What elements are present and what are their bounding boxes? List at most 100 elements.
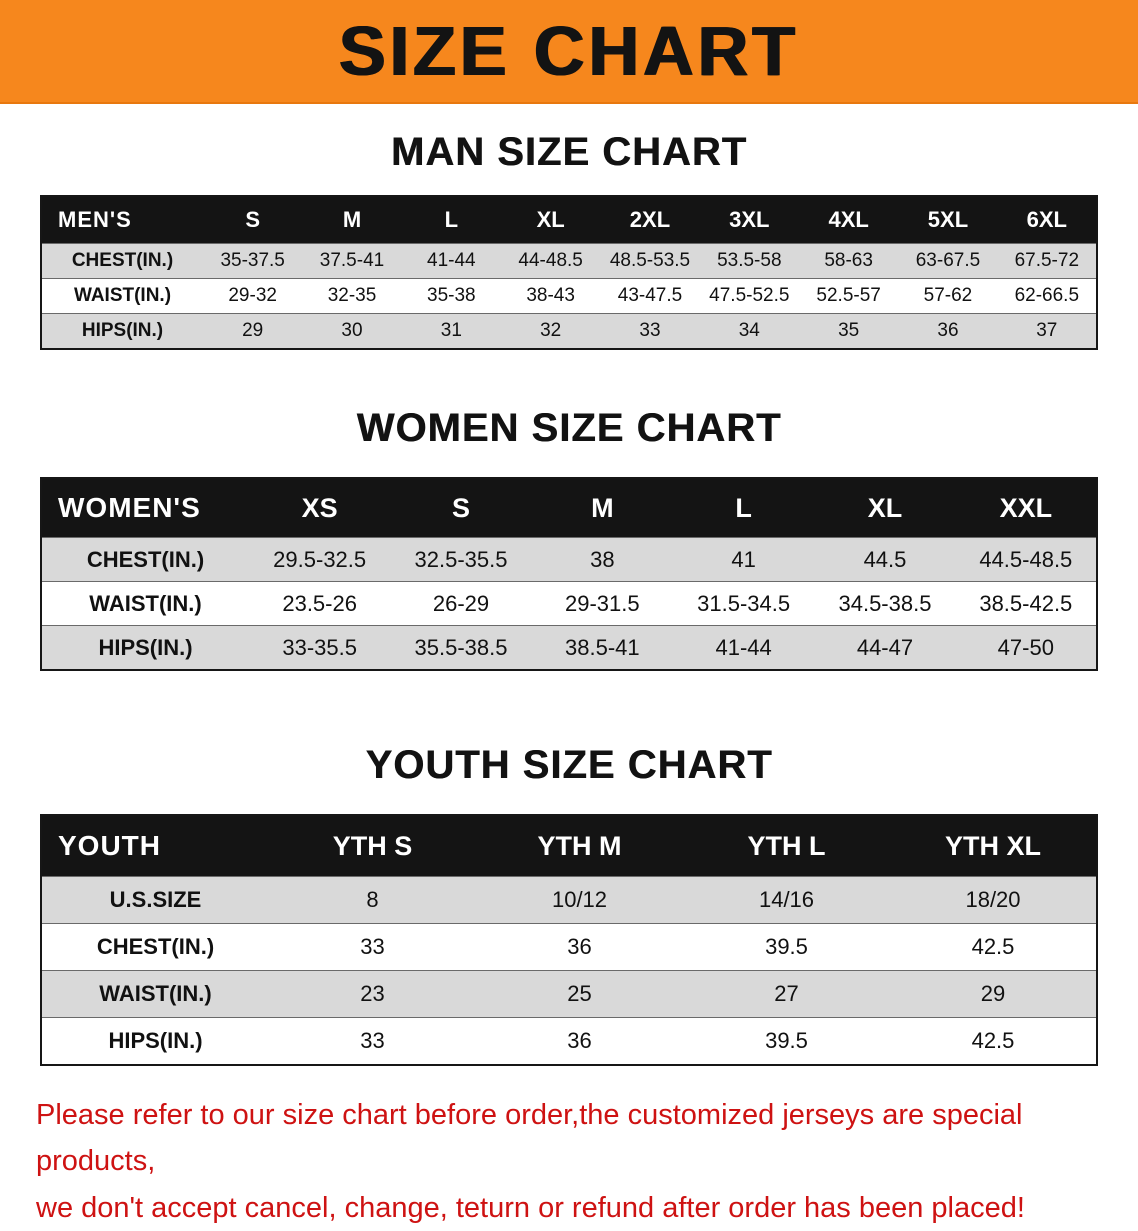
- table-cell: 37.5-41: [302, 243, 402, 279]
- table-cell: 23.5-26: [249, 581, 391, 626]
- column-header: YTH M: [476, 815, 683, 877]
- page-title: SIZE CHART: [339, 12, 799, 90]
- women-size-table: WOMEN'S XS S M L XL XXL CHEST(IN.) 29.5-32.5 32.5…: [40, 477, 1098, 671]
- column-header: YTH L: [683, 815, 890, 877]
- row-label: CHEST(IN.): [41, 923, 269, 971]
- table-cell: 41: [672, 537, 815, 582]
- men-chart-heading: MAN SIZE CHART: [390, 130, 748, 174]
- column-header: L: [401, 196, 501, 244]
- women-chart-heading: WOMEN SIZE CHART: [356, 406, 782, 450]
- table-cell: 31: [401, 313, 501, 349]
- row-label: HIPS(IN.): [41, 313, 203, 349]
- table-cell: 36: [476, 923, 683, 971]
- row-label: U.S.SIZE: [41, 876, 269, 924]
- column-header: S: [203, 196, 303, 244]
- table-cell: 35.5-38.5: [390, 625, 532, 670]
- table-cell: 32-35: [302, 278, 402, 314]
- column-header: YTH S: [269, 815, 476, 877]
- column-header: M: [302, 196, 402, 244]
- footer-disclaimer-line1: Please refer to our size chart before or…: [36, 1099, 1023, 1178]
- table-cell: 34: [699, 313, 799, 349]
- header-row: YOUTH YTH S YTH M YTH L YTH XL: [41, 815, 1097, 877]
- table-row: WAIST(IN.) 29-32 32-35 35-38 38-43 43-47.5 47.…: [41, 278, 1097, 314]
- row-label: CHEST(IN.): [41, 537, 249, 582]
- table-cell: 8: [269, 876, 476, 924]
- table-row: CHEST(IN.) 35-37.5 37.5-41 41-44 44-48.5 48.5…: [41, 243, 1097, 279]
- table-cell: 34.5-38.5: [814, 581, 956, 626]
- table-cell: 14/16: [683, 876, 890, 924]
- table-cell: 41-44: [672, 625, 815, 670]
- table-cell: 29-31.5: [531, 581, 673, 626]
- table-cell: 33-35.5: [249, 625, 391, 670]
- table-cell: 43-47.5: [600, 278, 700, 314]
- table-cell: 38.5-41: [531, 625, 673, 670]
- table-cell: 33: [269, 1017, 476, 1065]
- column-header: 4XL: [798, 196, 899, 244]
- table-row: WAIST(IN.) 23 25 27 29: [41, 970, 1097, 1018]
- row-label: HIPS(IN.): [41, 625, 249, 670]
- row-label: WAIST(IN.): [41, 278, 203, 314]
- table-cell: 67.5-72: [997, 243, 1097, 279]
- table-cell: 48.5-53.5: [600, 243, 700, 279]
- column-header: XXL: [955, 478, 1097, 538]
- table-cell: 25: [476, 970, 683, 1018]
- table-cell: 57-62: [898, 278, 998, 314]
- table-cell: 62-66.5: [997, 278, 1097, 314]
- row-label: HIPS(IN.): [41, 1017, 269, 1065]
- table-cell: 44.5: [814, 537, 956, 582]
- table-cell: 44.5-48.5: [955, 537, 1097, 582]
- column-header: S: [390, 478, 532, 538]
- table-cell: 30: [302, 313, 402, 349]
- table-cell: 31.5-34.5: [672, 581, 815, 626]
- column-header: 6XL: [997, 196, 1097, 244]
- table-row: CHEST(IN.) 29.5-32.5 32.5-35.5 38 41 44.5 44.5…: [41, 537, 1097, 582]
- table-cell: 29: [203, 313, 303, 349]
- table-corner-label: MEN'S: [41, 196, 203, 244]
- row-label: WAIST(IN.): [41, 970, 269, 1018]
- table-row: U.S.SIZE 8 10/12 14/16 18/20: [41, 876, 1097, 924]
- table-cell: 23: [269, 970, 476, 1018]
- youth-chart-heading: YOUTH SIZE CHART: [365, 743, 773, 787]
- column-header: L: [672, 478, 815, 538]
- table-corner-label: WOMEN'S: [41, 478, 249, 538]
- youth-size-table: YOUTH YTH S YTH M YTH L YTH XL U.S.SIZE 8 10/12…: [40, 814, 1098, 1066]
- header-row: MEN'S S M L XL 2XL 3XL 4XL 5XL 6XL: [41, 196, 1097, 244]
- table-cell: 36: [898, 313, 998, 349]
- table-cell: 39.5: [683, 1017, 890, 1065]
- table-cell: 35-38: [401, 278, 501, 314]
- table-cell: 52.5-57: [798, 278, 899, 314]
- table-cell: 18/20: [890, 876, 1097, 924]
- table-cell: 35: [798, 313, 899, 349]
- table-cell: 47.5-52.5: [699, 278, 799, 314]
- table-cell: 41-44: [401, 243, 501, 279]
- men-size-table: MEN'S S M L XL 2XL 3XL 4XL 5XL 6XL CHEST(IN.) 35-37…: [40, 195, 1098, 350]
- table-cell: 39.5: [683, 923, 890, 971]
- column-header: 2XL: [600, 196, 700, 244]
- table-row: HIPS(IN.) 33-35.5 35.5-38.5 38.5-41 41-44 44-…: [41, 625, 1097, 670]
- table-cell: 32.5-35.5: [390, 537, 532, 582]
- table-cell: 26-29: [390, 581, 532, 626]
- table-cell: 47-50: [955, 625, 1097, 670]
- table-cell: 37: [997, 313, 1097, 349]
- table-cell: 63-67.5: [898, 243, 998, 279]
- table-row: HIPS(IN.) 33 36 39.5 42.5: [41, 1017, 1097, 1065]
- table-cell: 44-48.5: [500, 243, 601, 279]
- column-header: 3XL: [699, 196, 799, 244]
- table-row: WAIST(IN.) 23.5-26 26-29 29-31.5 31.5-34.5 34…: [41, 581, 1097, 626]
- table-cell: 35-37.5: [203, 243, 303, 279]
- table-cell: 42.5: [890, 1017, 1097, 1065]
- column-header: XL: [500, 196, 601, 244]
- table-cell: 38: [531, 537, 673, 582]
- footer-disclaimer-line2: we don't accept cancel, change, teturn o…: [36, 1191, 1025, 1224]
- table-cell: 10/12: [476, 876, 683, 924]
- size-chart-banner: SIZE CHART: [0, 0, 1138, 104]
- table-row: HIPS(IN.) 29 30 31 32 33 34 35 36 37: [41, 313, 1097, 349]
- column-header: XS: [249, 478, 391, 538]
- table-cell: 29-32: [203, 278, 303, 314]
- table-cell: 44-47: [814, 625, 956, 670]
- column-header: YTH XL: [890, 815, 1097, 877]
- table-row: CHEST(IN.) 33 36 39.5 42.5: [41, 923, 1097, 971]
- table-cell: 42.5: [890, 923, 1097, 971]
- table-cell: 36: [476, 1017, 683, 1065]
